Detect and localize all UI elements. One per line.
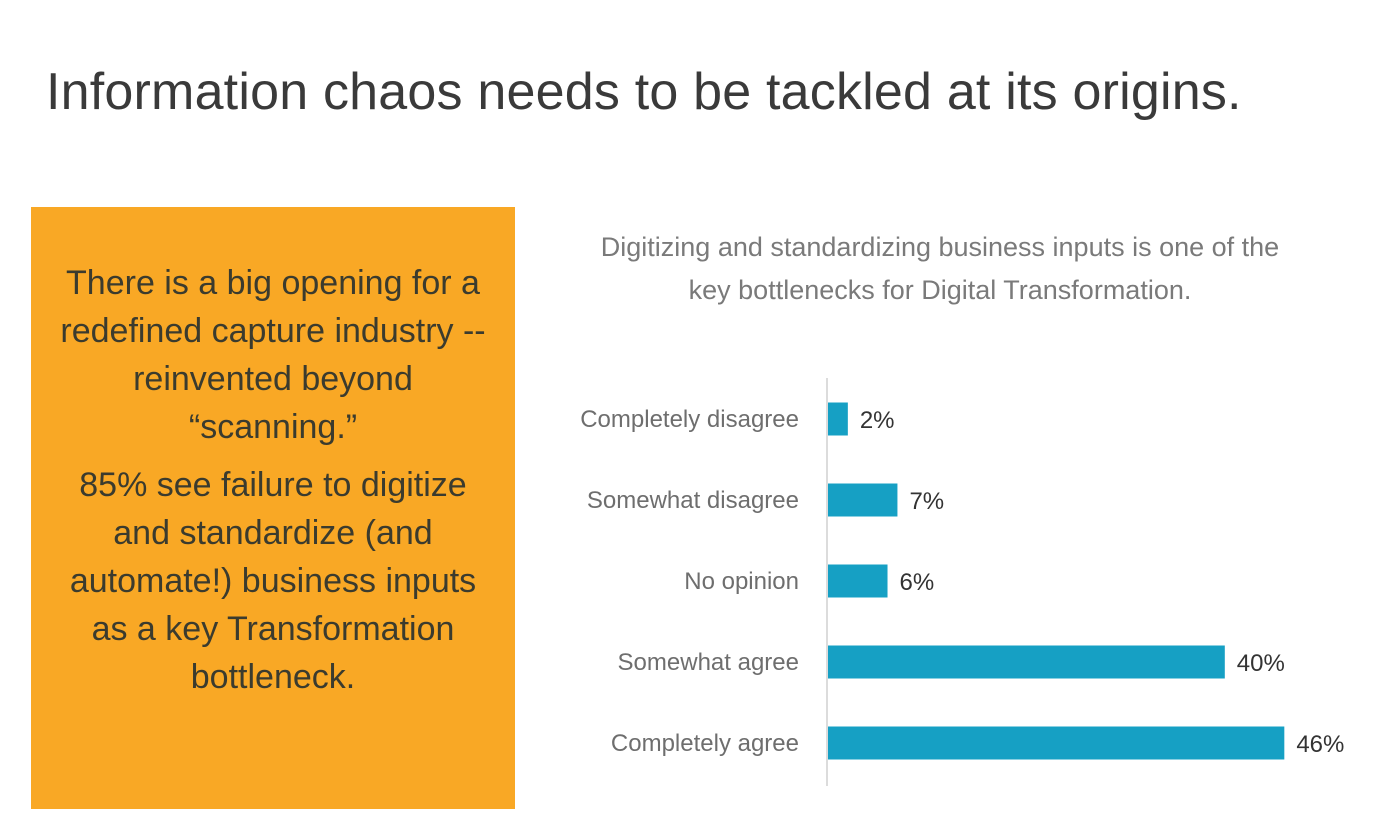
callout-box: There is a big opening for a redefined c… (31, 207, 515, 809)
chart-title: Digitizing and standardizing business in… (600, 232, 1280, 305)
category-label-somewhat-disagree: Somewhat disagree (587, 487, 799, 514)
value-label-completely-disagree: 2% (860, 407, 895, 434)
category-label-completely-disagree: Completely disagree (580, 406, 799, 433)
bar-somewhat-disagree (828, 483, 898, 517)
category-label-completely-agree: Completely agree (611, 730, 799, 757)
value-label-completely-agree: 46% (1296, 731, 1344, 758)
callout-paragraph-2: 85% see failure to digitize and standard… (69, 466, 477, 696)
bar-somewhat-agree (828, 645, 1225, 679)
bar-completely-disagree (828, 402, 848, 436)
value-label-somewhat-agree: 40% (1237, 650, 1285, 677)
category-label-somewhat-agree: Somewhat agree (618, 649, 799, 676)
category-label-no-opinion: No opinion (684, 568, 799, 595)
value-label-somewhat-disagree: 7% (909, 488, 944, 515)
bar-completely-agree (828, 726, 1285, 760)
callout-paragraph-1: There is a big opening for a redefined c… (60, 264, 486, 446)
value-label-no-opinion: 6% (900, 569, 935, 596)
bar-no-opinion (828, 564, 888, 598)
slide-title: Information chaos needs to be tackled at… (46, 63, 1242, 121)
